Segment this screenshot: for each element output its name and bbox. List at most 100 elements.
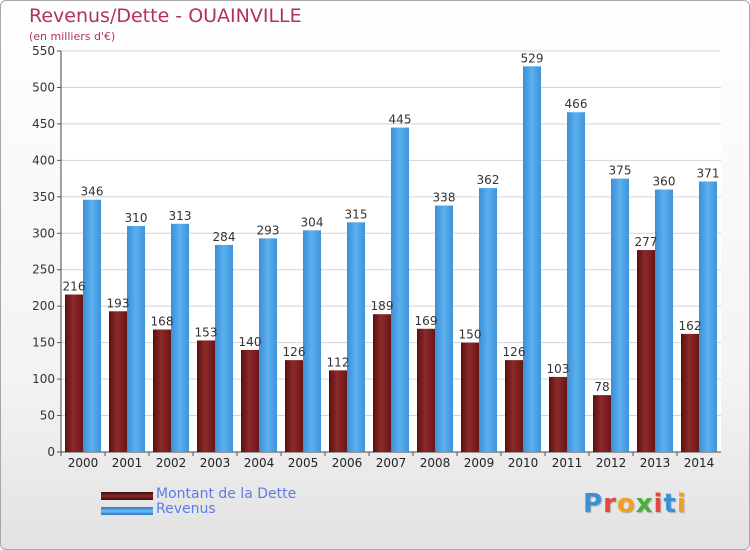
bar-revenus-2000	[83, 199, 101, 452]
legend-label-revenus: Revenus	[156, 501, 216, 517]
y-tick-label: 500	[32, 80, 55, 94]
legend-swatch-dette	[101, 492, 153, 500]
bar-dette-2012	[593, 395, 611, 452]
y-tick-label: 400	[32, 153, 55, 167]
data-label-revenus-2005: 304	[301, 215, 324, 229]
data-label-dette-2000: 216	[63, 280, 86, 294]
bar-revenus-2002	[171, 223, 189, 452]
data-label-revenus-2003: 284	[213, 230, 236, 244]
data-label-dette-2014: 162	[679, 319, 702, 333]
x-tick-label: 2012	[596, 456, 627, 470]
bar-dette-2002	[153, 329, 171, 452]
bar-revenus-2014	[699, 181, 717, 453]
logo-letter: i	[676, 489, 687, 519]
data-label-revenus-2014: 371	[697, 167, 720, 181]
legend-label-dette: Montant de la Dette	[156, 486, 297, 502]
y-tick-label: 150	[32, 336, 55, 350]
data-label-revenus-2006: 315	[345, 207, 368, 221]
data-label-revenus-2013: 360	[653, 175, 676, 189]
bar-dette-2014	[681, 333, 699, 452]
y-tick-label: 350	[32, 190, 55, 204]
bar-revenus-2004	[259, 238, 277, 452]
bar-revenus-2001	[127, 225, 145, 452]
y-tick-label: 0	[47, 445, 55, 459]
x-tick-label: 2002	[156, 456, 187, 470]
y-tick-label: 200	[32, 299, 55, 313]
x-tick-label: 2008	[420, 456, 451, 470]
logo-letter: x	[635, 489, 654, 519]
data-label-dette-2007: 189	[371, 299, 394, 313]
y-tick-label: 450	[32, 117, 55, 131]
logo-letter: P	[583, 489, 604, 519]
x-tick-label: 2010	[508, 456, 539, 470]
data-label-revenus-2010: 529	[521, 51, 544, 65]
bar-dette-2007	[373, 314, 391, 452]
data-label-dette-2010: 126	[503, 345, 526, 359]
x-tick-label: 2013	[640, 456, 671, 470]
chart-subtitle: (en milliers d'€)	[29, 30, 116, 43]
bar-dette-2013	[637, 250, 655, 452]
bar-revenus-2011	[567, 112, 585, 452]
bar-dette-2009	[461, 342, 479, 452]
logo-letter: t	[663, 489, 677, 519]
proxiti-logo: Proxiti	[583, 489, 687, 519]
bar-revenus-2006	[347, 222, 365, 452]
bar-dette-2006	[329, 370, 347, 452]
bar-revenus-2003	[215, 244, 233, 452]
x-tick-label: 2006	[332, 456, 363, 470]
y-tick-label: 300	[32, 226, 55, 240]
logo-letter: o	[616, 489, 636, 519]
y-tick-label: 50	[40, 409, 55, 423]
bar-dette-2004	[241, 349, 259, 452]
y-tick-label: 250	[32, 263, 55, 277]
bar-revenus-2013	[655, 189, 673, 452]
data-label-dette-2008: 169	[415, 314, 438, 328]
x-tick-label: 2014	[684, 456, 715, 470]
data-label-dette-2001: 193	[107, 296, 130, 310]
data-label-revenus-2001: 310	[125, 211, 148, 225]
chart-title: Revenus/Dette - OUAINVILLE	[29, 5, 302, 27]
y-tick-label: 550	[32, 44, 55, 58]
logo-letter: r	[603, 489, 617, 519]
bar-revenus-2005	[303, 230, 321, 452]
data-label-dette-2012: 78	[594, 380, 609, 394]
x-tick-label: 2004	[244, 456, 275, 470]
bar-revenus-2012	[611, 178, 629, 452]
bar-dette-2008	[417, 328, 435, 452]
data-label-revenus-2011: 466	[565, 97, 588, 111]
x-tick-label: 2011	[552, 456, 583, 470]
data-label-dette-2009: 150	[459, 328, 482, 342]
bar-dette-2011	[549, 376, 567, 452]
data-label-dette-2003: 153	[195, 325, 218, 339]
x-tick-label: 2005	[288, 456, 319, 470]
bar-dette-2003	[197, 340, 215, 452]
x-tick-label: 2001	[112, 456, 143, 470]
logo-letter: i	[653, 489, 664, 519]
bar-revenus-2008	[435, 205, 453, 452]
legend-swatch-revenus	[101, 507, 153, 515]
data-label-revenus-2002: 313	[169, 209, 192, 223]
data-label-dette-2004: 140	[239, 335, 262, 349]
data-label-revenus-2008: 338	[433, 191, 456, 205]
data-label-revenus-2000: 346	[81, 185, 104, 199]
data-label-revenus-2004: 293	[257, 223, 280, 237]
data-label-dette-2002: 168	[151, 315, 174, 329]
data-label-dette-2006: 112	[327, 355, 350, 369]
data-label-revenus-2009: 362	[477, 173, 500, 187]
x-tick-label: 2000	[68, 456, 99, 470]
bar-dette-2005	[285, 360, 303, 452]
data-label-revenus-2012: 375	[609, 164, 632, 178]
y-tick-label: 100	[32, 372, 55, 386]
bar-dette-2010	[505, 360, 523, 452]
bar-revenus-2007	[391, 127, 409, 453]
x-tick-label: 2009	[464, 456, 495, 470]
bar-revenus-2010	[523, 66, 541, 452]
x-tick-label: 2007	[376, 456, 407, 470]
data-label-dette-2013: 277	[635, 235, 658, 249]
x-tick-label: 2003	[200, 456, 231, 470]
data-label-dette-2011: 103	[547, 362, 570, 376]
bar-dette-2000	[65, 294, 83, 452]
data-label-revenus-2007: 445	[389, 113, 412, 127]
